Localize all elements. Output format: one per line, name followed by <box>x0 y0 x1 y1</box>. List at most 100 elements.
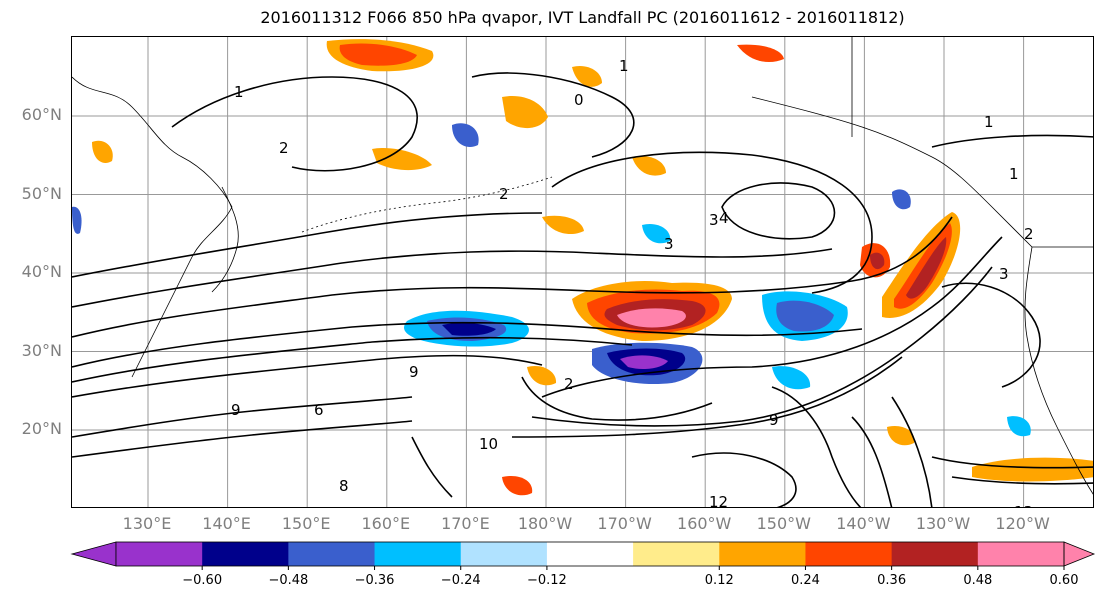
contour-label: 9 <box>769 411 779 429</box>
latitude-label: 50°N <box>21 183 62 203</box>
negative-anomaly-region <box>642 223 671 244</box>
map-plot: 0001111222233349991010121368 <box>72 37 1093 508</box>
contour-line <box>72 336 633 383</box>
positive-anomaly-region <box>572 65 602 87</box>
negative-anomaly-region <box>892 189 911 210</box>
colorbar-segment <box>460 542 548 566</box>
longitude-label: 170°E <box>441 514 490 533</box>
latitude-label: 20°N <box>21 419 62 438</box>
longitude-label: 150°E <box>281 514 331 533</box>
positive-anomaly-region <box>502 475 533 496</box>
positive-anomaly-region <box>972 457 1093 482</box>
longitude-label: 130°W <box>915 514 971 533</box>
contour-line <box>521 376 713 421</box>
colorbar-segment <box>116 542 203 566</box>
contour-label: 9 <box>231 401 241 419</box>
qvapor-anomaly-shading <box>72 39 1093 496</box>
colorbar-tick-label: −0.24 <box>440 573 481 588</box>
contour-label: 3 <box>999 265 1009 283</box>
positive-anomaly-region <box>632 155 666 176</box>
positive-anomaly-region <box>737 44 784 63</box>
contour-labels: 0001111222233349991010121368 <box>231 57 1034 508</box>
contour-line <box>171 76 418 172</box>
contour-label: 2 <box>1024 225 1034 243</box>
colorbar-segment <box>288 542 376 566</box>
positive-anomaly-region <box>527 365 557 386</box>
contour-line <box>72 248 833 308</box>
colorbar-tick-label: −0.36 <box>354 573 395 588</box>
colorbar-extend-low <box>70 541 117 567</box>
longitude-label: 140°E <box>202 514 251 533</box>
contour-line <box>551 151 873 294</box>
contour-label: 1 <box>234 83 244 101</box>
negative-anomaly-region <box>442 322 496 336</box>
positive-anomaly-region <box>339 43 417 66</box>
longitude-label: 160°E <box>361 514 411 533</box>
graticule <box>72 37 1093 507</box>
contour-label: 1 <box>1009 165 1019 183</box>
positive-anomaly-region <box>870 252 885 270</box>
colorbar-segment <box>202 542 289 566</box>
contour-line <box>951 476 1093 485</box>
colorbar-tick-label: 0.12 <box>704 573 734 588</box>
asia-coastline <box>72 76 233 378</box>
positive-anomaly-region <box>894 223 952 309</box>
contour-label: 4 <box>719 209 729 227</box>
aleutian-islands <box>301 176 553 233</box>
contour-label: 3 <box>664 235 674 253</box>
contour-line <box>511 356 903 438</box>
colorbar-segment <box>805 542 893 566</box>
colorbar-tick-label: −0.48 <box>268 573 309 588</box>
positive-anomaly-region <box>92 140 113 163</box>
negative-anomaly-region <box>72 206 82 234</box>
contour-line <box>531 266 993 427</box>
alaska-coastline <box>751 96 1033 248</box>
colorbar-tick-label: 0.24 <box>790 573 820 588</box>
contour-label: 13 <box>1014 503 1033 508</box>
colorbar-segment <box>891 542 979 566</box>
negative-anomaly-region <box>776 300 834 332</box>
longitude-label: 170°W <box>597 514 652 533</box>
contour-line <box>72 420 413 458</box>
colorbar-segment <box>546 542 634 566</box>
contour-label: 1 <box>984 113 994 131</box>
contour-line <box>721 182 836 240</box>
contour-label: 6 <box>314 401 324 419</box>
longitude-label: 130°E <box>122 514 172 533</box>
colorbar-tick-label: −0.60 <box>182 573 223 588</box>
contour-label: 2 <box>279 139 289 157</box>
contour-line <box>72 396 413 438</box>
contour-label: 2 <box>499 185 509 203</box>
colorbar-segment <box>719 542 806 566</box>
colorbar-border <box>115 541 1065 567</box>
japan-coastline <box>211 186 239 293</box>
longitude-label: 160°W <box>677 514 732 533</box>
contour-line <box>891 396 933 507</box>
contour-line <box>931 456 1093 469</box>
longitude-label: 150°W <box>756 514 811 533</box>
contour-line <box>72 216 953 338</box>
positive-anomaly-region <box>542 215 584 235</box>
colorbar <box>70 541 1096 570</box>
contour-label: 12 <box>709 493 728 508</box>
contour-line <box>72 212 543 278</box>
positive-anomaly-region <box>502 95 548 129</box>
contour-label: 3 <box>709 211 719 229</box>
colorbar-tick-label: 0.36 <box>877 573 907 588</box>
contour-line <box>72 354 543 398</box>
contour-line <box>411 436 453 498</box>
ivt-contours <box>72 72 1093 507</box>
negative-anomaly-region <box>1007 416 1031 437</box>
longitude-label: 120°W <box>995 514 1050 533</box>
longitude-label: 180°W <box>517 514 573 533</box>
contour-label: 8 <box>339 477 349 495</box>
contour-line <box>691 452 797 507</box>
contour-line <box>471 72 635 158</box>
latitude-label: 40°N <box>21 262 62 281</box>
contour-line <box>941 282 1041 388</box>
latitude-label: 30°N <box>21 340 62 360</box>
contour-line <box>72 321 863 368</box>
colorbar-segment <box>374 542 462 566</box>
longitude-label: 140°W <box>836 514 891 533</box>
colorbar-tick-label: −0.12 <box>526 573 567 588</box>
